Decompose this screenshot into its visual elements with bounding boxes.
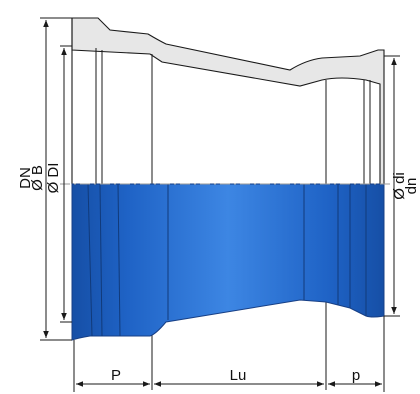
b-left-label: Ø B xyxy=(29,165,46,191)
dn-right-label: dn xyxy=(403,178,420,195)
lu-label: Lu xyxy=(230,367,247,384)
exterior-view xyxy=(71,183,385,341)
left-dimensions: DN Ø B Ø DI xyxy=(17,17,72,341)
di-left-label: Ø DI xyxy=(45,163,62,194)
right-dimensions: Ø di dn xyxy=(384,55,420,317)
wall-section xyxy=(71,17,385,185)
di-right-label: Ø di xyxy=(391,172,408,200)
body-ring-2 xyxy=(99,183,103,337)
bottom-dimensions: P Lu p xyxy=(73,316,385,392)
fitting-body xyxy=(71,183,385,341)
p-left-label: P xyxy=(111,367,121,384)
body-ring-1 xyxy=(87,183,93,337)
body-ring-3 xyxy=(117,183,121,337)
p-right-label: p xyxy=(352,367,360,384)
dn-left-label: DN xyxy=(17,167,34,189)
